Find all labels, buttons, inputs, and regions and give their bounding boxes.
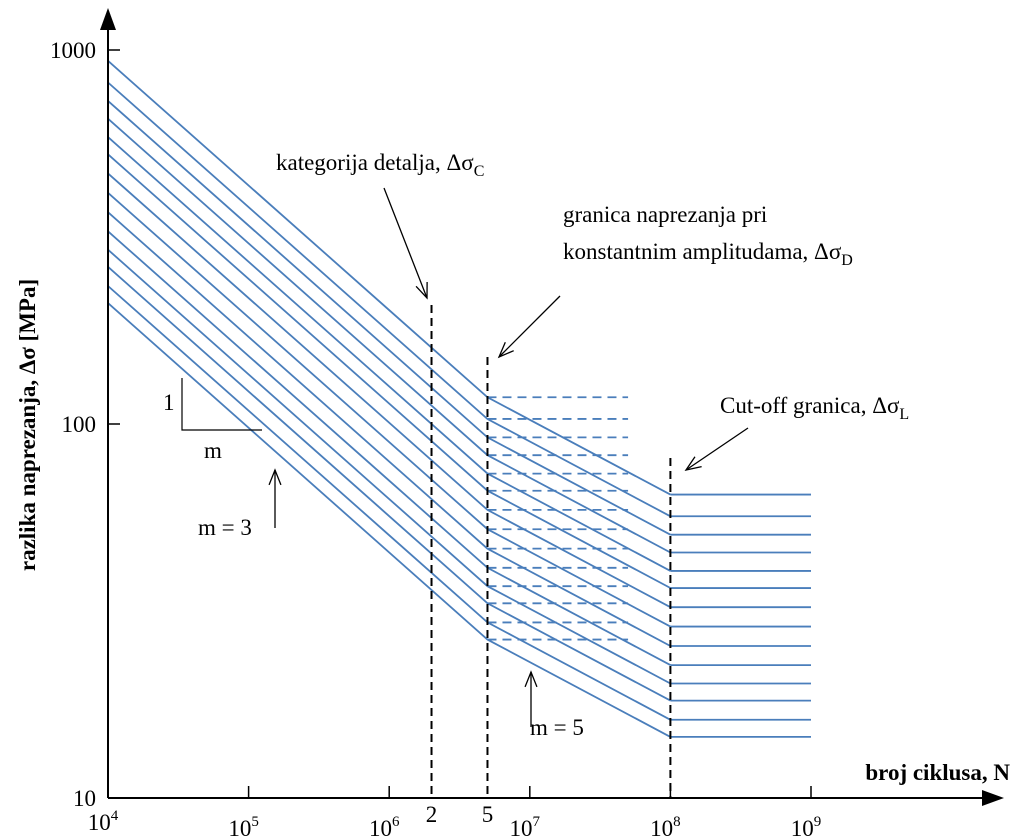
annotation-cafl-line1: granica naprezanja pri [563,202,767,227]
sn-curve-140 [107,81,671,518]
sn-curve-56 [107,230,671,666]
y-axis-title: razlika naprezanja, Δσ [MPa] [15,279,40,571]
arrow-m3-head-icon [268,468,282,486]
annotation-cutoff: Cut-off granica, ΔσL [720,393,909,423]
x-extra-tick-label: 2 [426,802,438,827]
arrow-detail-category-head-icon [415,281,428,300]
slope-label-one: 1 [163,390,175,415]
x-tick-label: 105 [228,814,259,838]
label-m3: m = 3 [198,515,252,540]
cafl-dashed-plateaus [487,396,629,641]
sn-curve-50 [107,249,671,685]
arrow-cafl [498,295,561,358]
arrow-cutoff [685,427,749,471]
arrow-detail-category [383,187,428,299]
x-tick-label: 108 [650,814,681,838]
label-m5: m = 5 [530,715,584,740]
y-tick-label: 10 [73,786,96,811]
y-tick-label: 100 [62,412,97,437]
x-tick-label: 106 [369,814,400,838]
x-tick-label: 107 [510,814,541,838]
slope-label-m: m [204,438,222,463]
x-axis-title: broj ciklusa, N [865,760,1010,785]
x-axis-arrow-icon [982,790,1004,806]
axes [100,8,1004,806]
arrow-cafl-head-icon [497,342,514,359]
x-extra-tick-label: 5 [482,802,494,827]
arrow-m5-head-icon [524,670,538,688]
sn-curve-112 [107,118,671,554]
x-tick-label: 104 [88,808,119,835]
x-tick-label: 109 [791,814,822,838]
y-axis-arrow-icon [100,8,116,30]
cutoff-plateaus [670,493,811,738]
slope-triangle [181,378,262,431]
knee-vertical-lines [430,305,672,798]
axis-ticks: 104 105 106 107 108 109 2 5 10 100 1000 [50,38,821,838]
annotation-detail-category: kategorija detalja, ΔσC [276,150,484,180]
annotation-cafl-line2: konstantnim amplitudama, ΔσD [563,239,853,269]
arrow-cutoff-head-icon [684,456,702,471]
y-tick-label: 1000 [50,38,96,63]
annotations: broj ciklusa, N razlika naprezanja, Δσ [M… [15,150,1010,785]
